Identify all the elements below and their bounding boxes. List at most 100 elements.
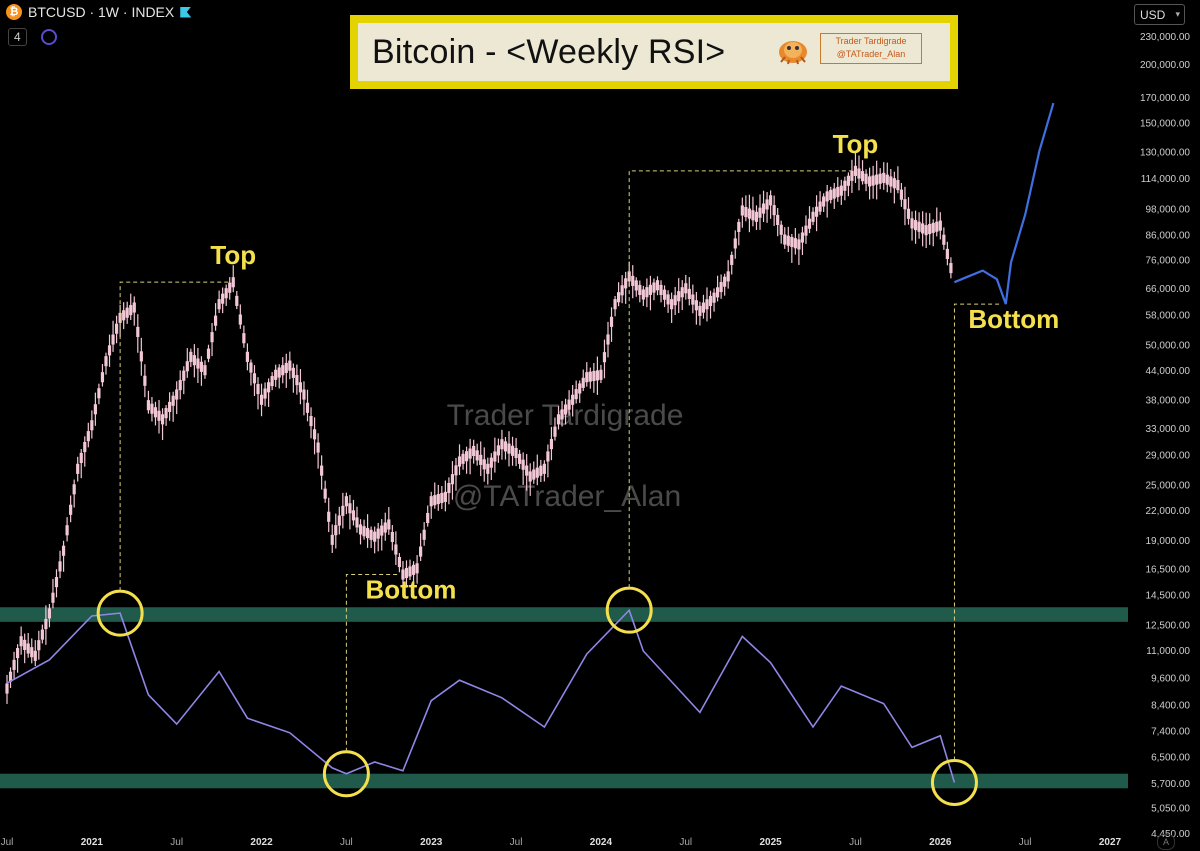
price-candle-body — [90, 420, 94, 431]
bitcoin-icon: ₿ — [6, 4, 22, 20]
brand-stamp: Trader Tardigrade @TATrader_Alan — [820, 33, 922, 64]
price-candle-body — [429, 496, 433, 507]
price-candle-body — [868, 176, 872, 187]
price-candle-body — [546, 451, 550, 462]
price-candle-body — [65, 525, 69, 536]
time-tick-label: 2022 — [250, 837, 273, 848]
price-candle-body — [783, 234, 787, 245]
price-candle-body — [800, 232, 805, 243]
price-candle-body — [295, 375, 299, 386]
price-candle-body — [754, 211, 759, 222]
price-tick-label: 5,700.00 — [1151, 779, 1190, 790]
price-candle-body — [376, 528, 380, 539]
price-candle-body — [514, 447, 518, 459]
price-candle-body — [532, 469, 536, 480]
symbol-header[interactable]: ₿ BTCUSD · 1W · INDEX — [6, 4, 192, 20]
price-candle-body — [168, 401, 172, 412]
price-candle-body — [673, 295, 677, 306]
time-tick-label: Jul — [679, 837, 692, 848]
price-candle-body — [8, 671, 13, 682]
price-candle-body — [217, 299, 221, 310]
price-tick-label: 9,600.00 — [1151, 674, 1190, 685]
price-candle-body — [744, 207, 748, 218]
symbol-label: BTCUSD · 1W · INDEX — [28, 4, 175, 20]
price-candle-body — [277, 367, 281, 378]
price-candle-body — [426, 512, 430, 524]
currency-label: USD — [1140, 7, 1166, 22]
price-candle-body — [832, 188, 836, 199]
price-candle-body — [401, 569, 405, 580]
price-candle-body — [662, 289, 667, 300]
price-candle-body — [344, 496, 348, 507]
guide-line — [953, 303, 1002, 761]
price-candle-body — [150, 403, 154, 414]
currency-select[interactable]: USD ▾ — [1134, 4, 1185, 25]
price-candle-body — [203, 365, 207, 376]
price-candle-body — [312, 429, 317, 440]
price-candle-body — [638, 284, 642, 296]
price-candle-body — [906, 208, 911, 219]
price-candle-body — [472, 445, 476, 456]
price-candle-body — [267, 382, 271, 393]
price-candle-body — [807, 218, 812, 229]
price-candle-body — [37, 640, 41, 651]
price-candle-body — [387, 519, 391, 530]
price-candle-body — [684, 283, 688, 294]
auto-scale-button[interactable]: A — [1157, 834, 1175, 850]
price-candle-body — [616, 292, 621, 303]
price-candle-body — [433, 495, 437, 506]
price-candle-body — [910, 218, 914, 229]
price-candle-body — [786, 235, 790, 246]
price-candle-body — [23, 639, 27, 650]
price-candle-body — [747, 208, 752, 219]
price-candle-body — [114, 323, 119, 334]
price-candle-body — [567, 399, 571, 410]
price-candle-body — [871, 175, 875, 186]
price-tick-label: 76,000.00 — [1146, 256, 1191, 267]
time-tick-label: 2026 — [929, 837, 952, 848]
price-candle-body — [776, 214, 780, 225]
brand-stamp-line2: @TATrader_Alan — [836, 49, 906, 59]
price-candle-body — [305, 402, 310, 413]
sync-icon[interactable] — [40, 29, 57, 45]
price-candle-body — [588, 371, 592, 382]
price-candle-body — [797, 239, 801, 250]
price-candle-body — [369, 529, 373, 540]
price-candle-body — [790, 236, 794, 248]
price-candle-body — [160, 414, 165, 425]
price-candle-body — [242, 333, 246, 344]
indicator-count-button[interactable]: 4 — [8, 28, 27, 46]
price-candle-body — [33, 650, 37, 661]
flag-icon[interactable] — [180, 6, 192, 18]
price-tick-label: 22,000.00 — [1146, 506, 1191, 517]
price-candle-body — [76, 463, 80, 474]
price-candle-body — [86, 431, 90, 442]
price-candle-body — [620, 285, 624, 296]
price-candle-body — [503, 441, 508, 452]
price-candle-body — [843, 180, 847, 191]
price-candle-body — [408, 566, 412, 577]
price-candle-body — [751, 210, 755, 221]
price-candle-body — [889, 176, 893, 187]
price-candle-body — [624, 278, 628, 289]
price-candle-body — [493, 451, 497, 462]
price-candle-body — [394, 544, 398, 555]
price-candle-body — [486, 463, 490, 474]
price-candle-body — [560, 409, 564, 420]
price-tick-label: 44,000.00 — [1146, 366, 1191, 377]
price-tick-label: 6,500.00 — [1151, 752, 1190, 763]
price-candle-body — [419, 546, 423, 557]
price-candle-body — [454, 465, 458, 476]
bottom-annotation: Bottom — [365, 574, 456, 604]
price-candle-body — [666, 294, 670, 305]
price-candle-body — [380, 525, 384, 536]
rsi-zone-band — [0, 607, 1128, 622]
price-candle-body — [93, 404, 97, 415]
price-candle-body — [903, 199, 907, 210]
price-candle-body — [5, 683, 9, 694]
price-candle-body — [97, 388, 101, 399]
price-candle-body — [758, 207, 762, 218]
price-candle-body — [542, 463, 546, 474]
price-candle-body — [16, 648, 20, 659]
